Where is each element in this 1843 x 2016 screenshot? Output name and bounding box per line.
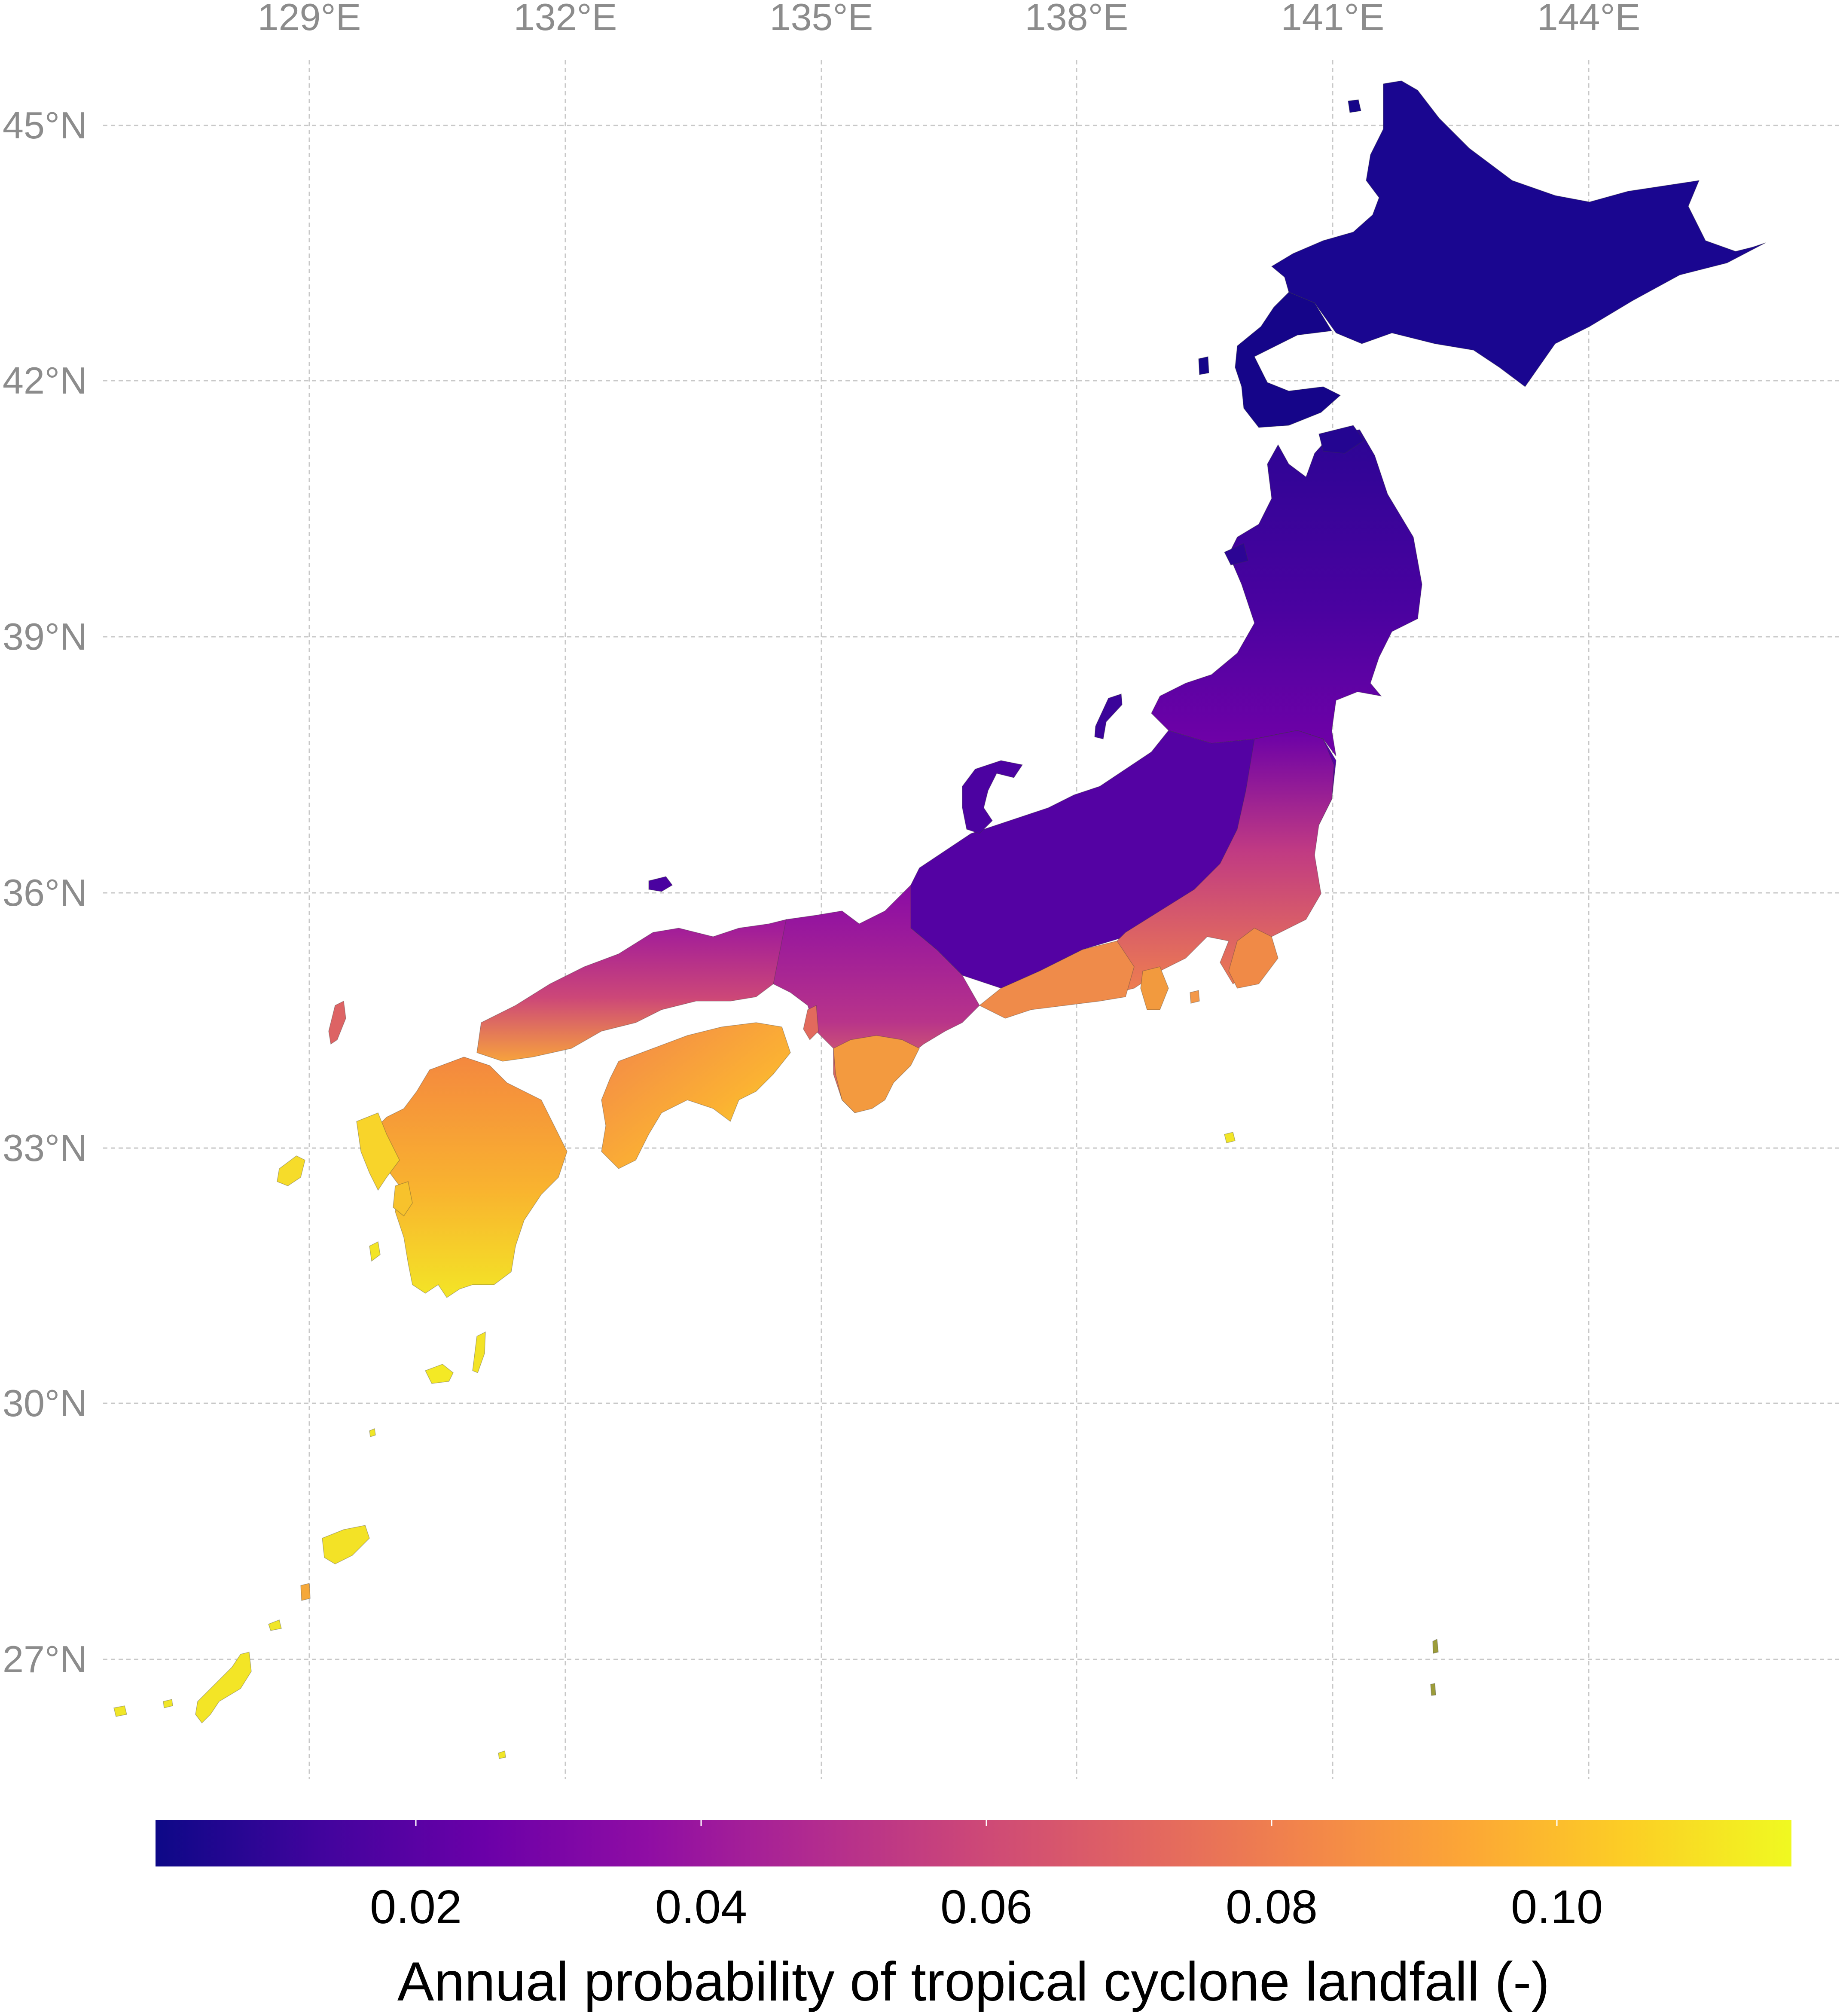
region-oga [1224,543,1248,565]
region-kanto [1073,730,1334,997]
region-hachijo [1224,1132,1236,1143]
region-noto [962,760,1023,834]
lat-tick-label: 42°N [3,359,87,402]
lat-tick-label: 36°N [3,871,87,914]
region-okushiri [1198,356,1209,375]
region-tanegashima [472,1331,486,1373]
region-sado [1094,693,1123,739]
region-hokkaido [1271,80,1766,388]
colorbar-tick-label: 0.02 [370,1881,462,1934]
colorbar-title: Annual probability of tropical cyclone l… [397,1951,1550,2013]
region-hahajima [1430,1683,1436,1696]
region-daito [498,1750,506,1759]
lon-tick-label: 144°E [1537,0,1641,38]
region-kume [113,1705,127,1717]
region-awaji [803,1005,819,1041]
region-goto [277,1155,305,1186]
region-tokai [979,941,1135,1019]
region-kyushu [369,1057,568,1298]
lat-tick-label: 45°N [3,104,87,147]
lon-tick-label: 135°E [770,0,873,38]
region-oshima-izu [1190,990,1200,1004]
lat-tick-label: 39°N [3,615,87,658]
lat-tick-label: 33°N [3,1127,87,1169]
region-tokara [369,1428,376,1437]
lon-tick-label: 141°E [1281,0,1385,38]
region-amakusa [393,1181,413,1217]
colorbar-gradient [156,1820,1791,1866]
colorbar-tick-label: 0.10 [1511,1881,1603,1934]
region-okinoerabu [268,1619,282,1631]
region-tohoku [1151,429,1422,757]
colorbar-tick-label: 0.04 [655,1881,747,1934]
region-oshima-peninsula [1235,292,1341,428]
region-chugoku [476,919,787,1062]
japan-landmass [113,80,1766,1759]
region-rishiri [1348,99,1361,113]
region-yakushima [424,1364,454,1384]
region-shikoku [601,1022,791,1169]
region-amami [322,1525,370,1564]
lat-tick-label: 27°N [3,1638,87,1680]
region-nagasaki [356,1112,400,1191]
colorbar-tick-label: 0.08 [1226,1881,1318,1934]
latitude-axis: 45°N 42°N 39°N 36°N 33°N 30°N 27°N [3,104,87,1680]
region-shimokita [1318,425,1365,454]
lon-tick-label: 132°E [514,0,617,38]
colorbar: 0.02 0.04 0.06 0.08 0.10 Annual probabil… [156,1820,1791,2013]
region-tsushima [328,1000,346,1045]
region-izu [1140,966,1169,1010]
colorbar-tick-label: 0.06 [940,1881,1032,1934]
region-tokunoshima [300,1583,311,1601]
lon-tick-label: 138°E [1025,0,1129,38]
region-boso [1228,928,1279,989]
region-kii-peninsula [833,1035,920,1113]
region-koshiki [369,1241,381,1262]
lat-tick-label: 30°N [3,1382,87,1424]
region-oki [648,876,673,892]
region-okinawa [195,1652,252,1724]
longitude-axis: 129°E 132°E 135°E 138°E 141°E 144°E [258,0,1641,38]
region-bonin [1432,1638,1439,1654]
lon-tick-label: 129°E [258,0,361,38]
region-kerama [163,1699,173,1708]
